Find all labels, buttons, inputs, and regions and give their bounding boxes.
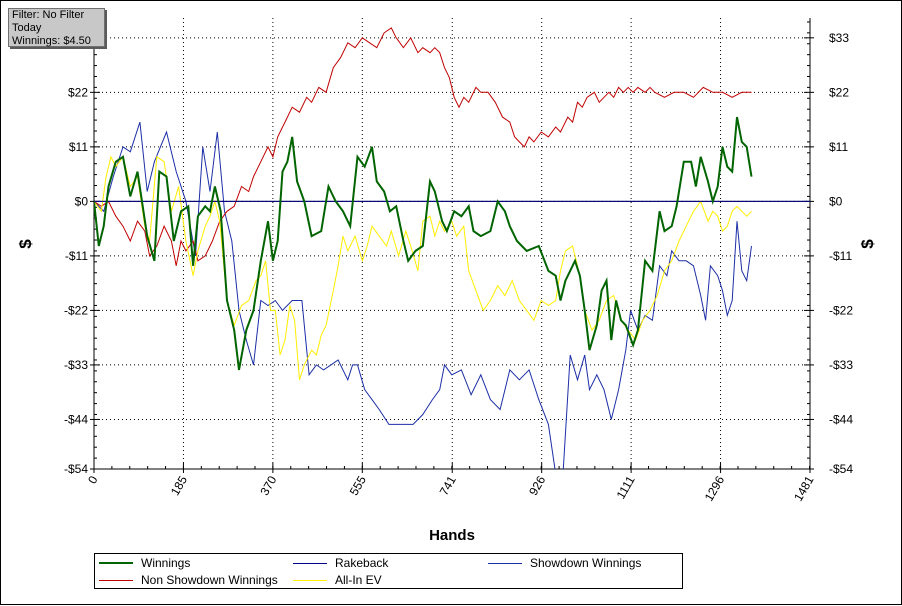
y-tick-label-left-7: $22 [68, 85, 88, 99]
y-tick-label-right-3: -$22 [829, 303, 853, 317]
x-tick-label-0: 0 [85, 473, 101, 486]
filter-label: Filter: No Filter [12, 9, 85, 21]
x-tick-label-6: 1111 [614, 473, 638, 501]
y-tick-label-right-4: -$11 [829, 249, 852, 263]
x-tick-label-2: 370 [257, 473, 279, 498]
legend-label-rakeback: Rakeback [335, 556, 389, 570]
series-non-showdown-winnings [94, 27, 752, 266]
y-tick-label-left-1: -$44 [64, 412, 88, 426]
legend-label-showdown-winnings: Showdown Winnings [530, 556, 642, 570]
y-tick-label-left-6: $11 [69, 140, 88, 154]
y-axis-title-right: $ [858, 239, 877, 249]
y-tick-label-right-6: $11 [829, 140, 848, 154]
y-tick-label-left-4: -$11 [65, 249, 88, 263]
series-all-in-ev [94, 155, 752, 380]
x-tick-label-8: 1481 [791, 473, 817, 503]
legend-swatch-showdown-winnings [488, 562, 522, 564]
y-tick-label-left-5: $0 [75, 194, 89, 208]
y-tick-label-right-0: -$54 [829, 462, 853, 476]
period-label: Today [12, 22, 42, 34]
legend-item-rakeback: Rakeback [293, 555, 388, 571]
y-tick-label-right-7: $22 [829, 85, 849, 99]
series-winnings [94, 116, 753, 371]
legend-item-winnings: Winnings [99, 555, 190, 571]
winnings-label: Winnings: $4.50 [12, 35, 91, 47]
y-tick-label-right-2: -$33 [829, 358, 853, 372]
x-axis-title: Hands [429, 527, 475, 544]
x-tick-label-5: 926 [526, 473, 548, 498]
y-tick-label-left-3: -$22 [64, 303, 88, 317]
legend-swatch-winnings [99, 562, 133, 564]
legend-label-all-in-ev: All-In EV [335, 573, 382, 587]
filter-info-box: Filter: No Filter Today Winnings: $4.50 [8, 8, 105, 47]
legend-item-showdown-winnings: Showdown Winnings [488, 555, 641, 571]
legend-label-winnings: Winnings [141, 556, 191, 570]
y-tick-label-left-0: -$54 [64, 462, 88, 476]
legend-item-all-in-ev: All-In EV [293, 572, 382, 588]
legend-label-non-showdown-winnings: Non Showdown Winnings [141, 573, 278, 587]
legend-swatch-rakeback [293, 562, 327, 564]
series-showdown-winnings [94, 121, 752, 469]
x-tick-label-4: 741 [437, 473, 459, 498]
y-axis-title-left: $ [16, 239, 35, 249]
x-tick-label-3: 555 [347, 473, 369, 498]
chart-legend: Winnings Rakeback Showdown Winnings Non … [94, 553, 683, 589]
legend-item-non-showdown-winnings: Non Showdown Winnings [99, 572, 278, 588]
plot-area [94, 18, 810, 469]
y-tick-label-right-1: -$44 [829, 412, 853, 426]
x-tick-label-1: 185 [168, 473, 190, 498]
legend-swatch-non-showdown-winnings [99, 579, 133, 581]
legend-swatch-all-in-ev [293, 579, 327, 581]
y-tick-label-right-8: $33 [829, 31, 849, 45]
x-tick-label-7: 1296 [702, 473, 728, 503]
y-tick-label-right-5: $0 [829, 194, 843, 208]
y-tick-label-left-2: -$33 [64, 358, 88, 372]
